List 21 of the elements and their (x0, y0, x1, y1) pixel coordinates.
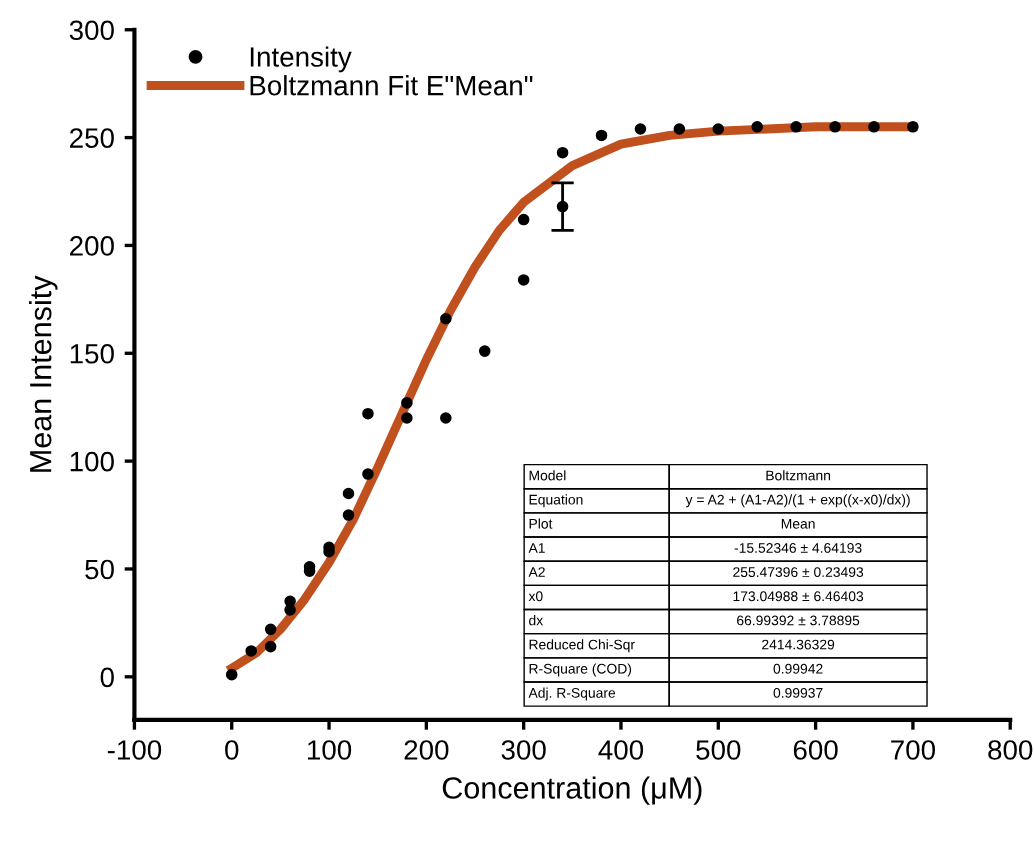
x-tick-label: 700 (891, 740, 935, 760)
y-tick-label: 300 (69, 20, 114, 41)
x-tick-label: 500 (696, 740, 741, 760)
x-axis-title: Concentration (μM) (442, 776, 702, 805)
y-tick-label: 50 (85, 559, 114, 580)
x-tick-label: 800 (988, 740, 1033, 760)
legend-label: Boltzmann Fit E"Mean" (250, 75, 533, 96)
y-tick-label: 0 (100, 667, 114, 688)
x-tick-label: 0 (225, 740, 239, 760)
y-tick-label: 150 (70, 343, 114, 364)
x-tick-label: 200 (404, 740, 449, 760)
x-tick-label: 600 (793, 740, 838, 760)
y-tick-label: 200 (70, 236, 114, 256)
y-tick-label: 250 (70, 128, 114, 148)
y-tick-label: 100 (70, 451, 114, 472)
y-axis-title: Mean Intensity (29, 275, 58, 472)
x-tick-label: 400 (598, 740, 644, 760)
x-tick-label: -100 (107, 740, 162, 760)
x-tick-label: 300 (501, 740, 546, 760)
legend-label: Intensity (250, 46, 352, 73)
x-tick-label: 100 (307, 740, 352, 760)
